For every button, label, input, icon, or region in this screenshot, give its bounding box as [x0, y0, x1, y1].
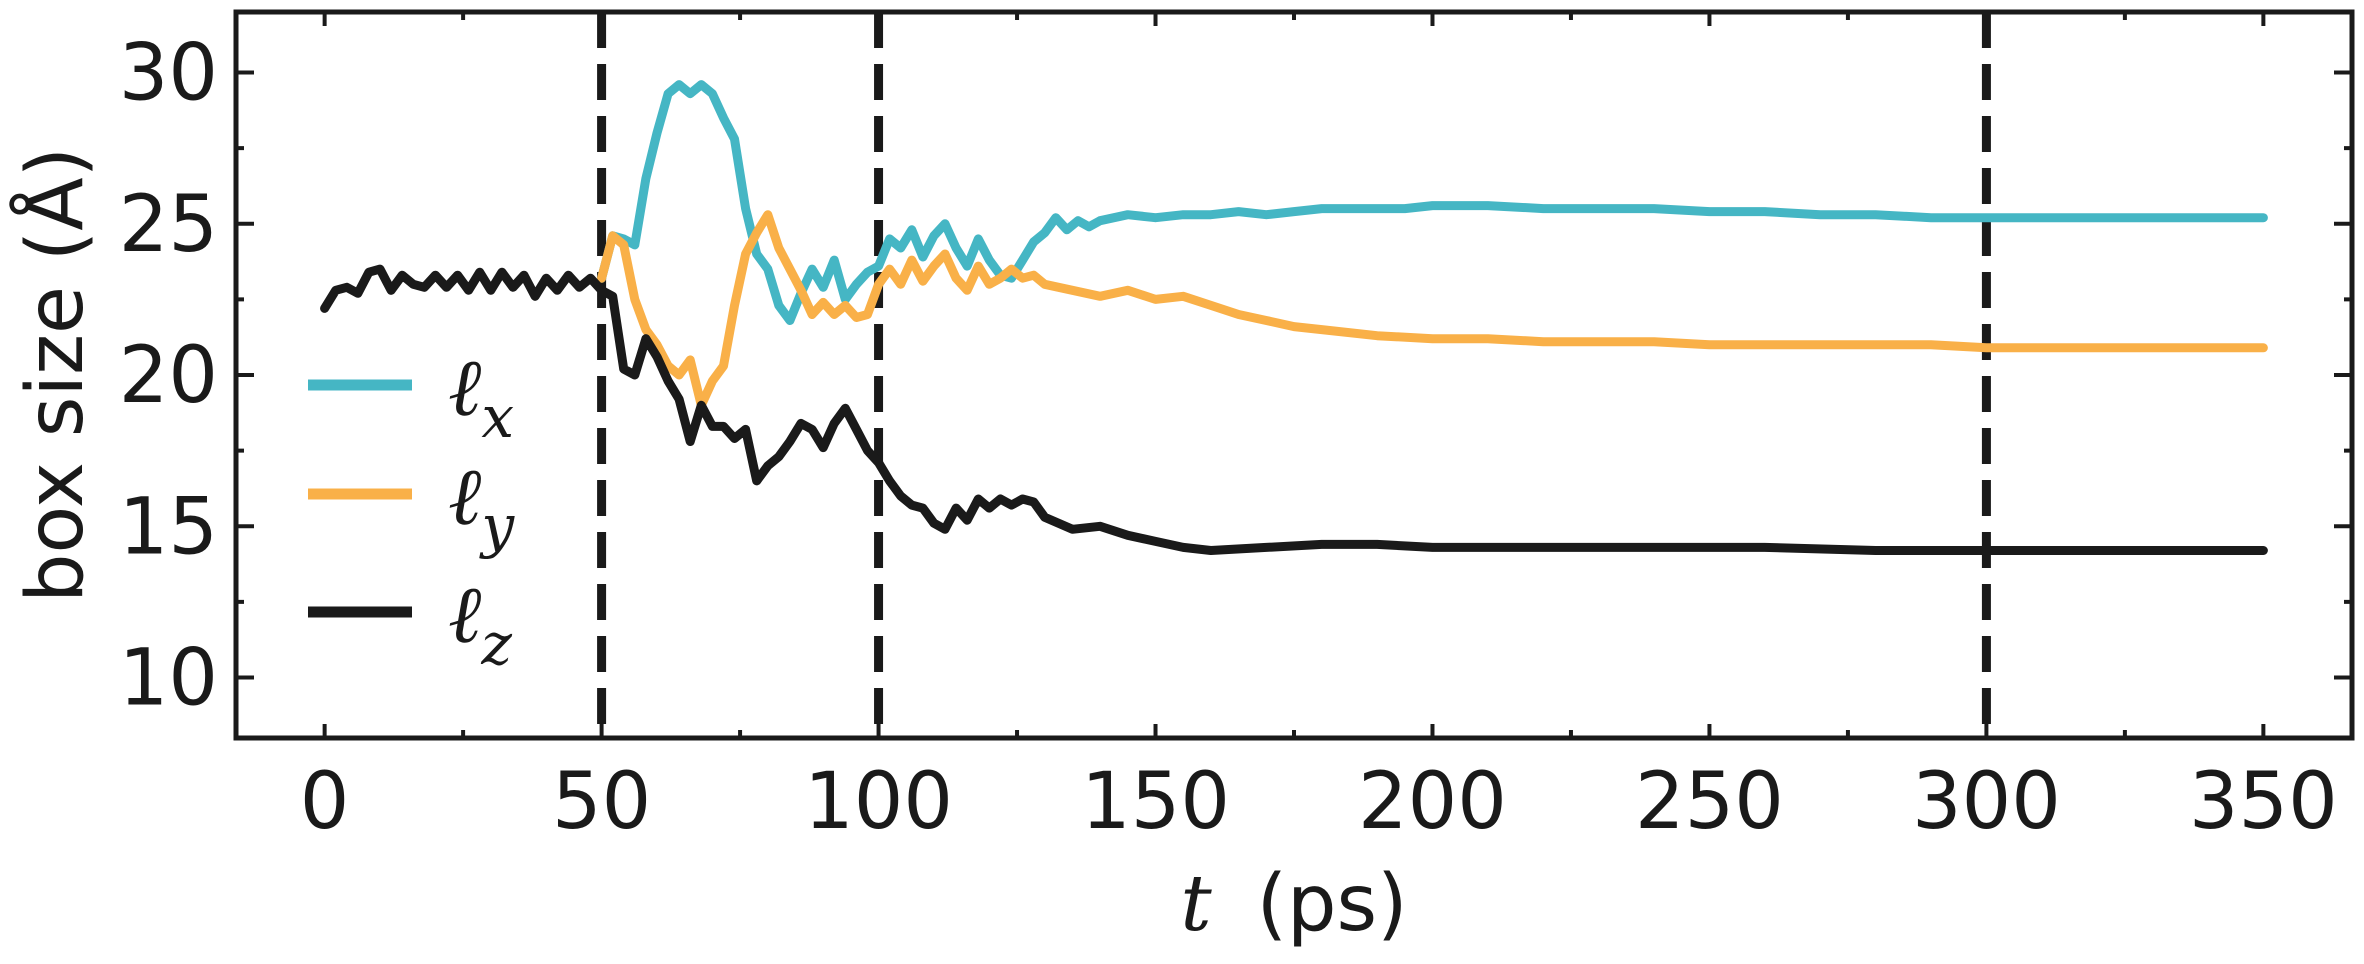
x-axis-variable: t: [1180, 859, 1212, 949]
legend-label-lx: ℓx: [448, 341, 514, 451]
x-tick-label: 150: [1081, 757, 1230, 847]
tick-labels: 0 50 100 150 200 250 300 350 10 15 20 25 30: [119, 29, 2338, 848]
y-axis-label: box size (Å): [9, 147, 101, 603]
legend-label-lz: ℓz: [448, 568, 512, 678]
y-tick-label: 15: [119, 482, 218, 572]
x-tick-label: 250: [1635, 757, 1784, 847]
series-line-ly: [597, 210, 2268, 410]
y-tick-label: 30: [119, 29, 218, 119]
x-tick-label: 200: [1358, 757, 1507, 847]
plot-frame: [233, 9, 2355, 741]
phase-boundaries: [597, 12, 1991, 738]
legend-label-ly: ℓy: [448, 450, 515, 560]
series-line-lz: [320, 264, 2268, 555]
y-tick-label: 20: [119, 331, 218, 421]
x-tick-label: 50: [552, 757, 651, 847]
x-tick-label: 300: [1912, 757, 2061, 847]
x-axis-unit: (ps): [1257, 859, 1408, 949]
y-tick-label: 25: [119, 180, 218, 270]
x-tick-label: 350: [2189, 757, 2338, 847]
series-line-lx: [597, 80, 2268, 325]
y-tick-label: 10: [119, 634, 218, 724]
x-tick-label: 100: [804, 757, 953, 847]
ticks: [236, 12, 2352, 738]
x-axis-label: t (ps): [1180, 859, 1407, 949]
x-tick-label: 0: [300, 757, 350, 847]
series-layer: [320, 80, 2268, 555]
